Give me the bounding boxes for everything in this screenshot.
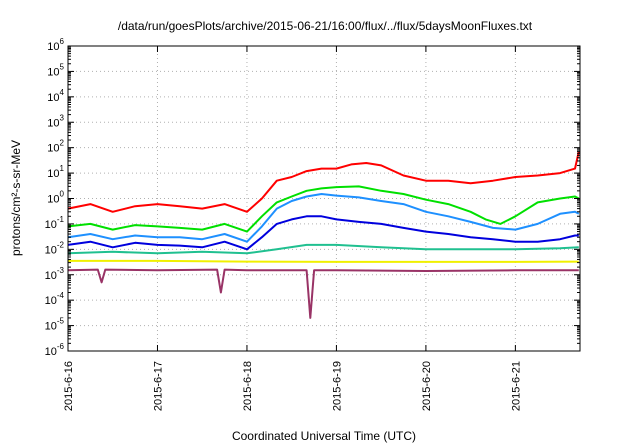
series-group bbox=[67, 151, 580, 319]
chart-title: /data/run/goesPlots/archive/2015-06-21/1… bbox=[118, 19, 533, 33]
y-tick-label: 10-5 bbox=[45, 317, 65, 333]
x-tick-label: 2015-6-19 bbox=[331, 361, 343, 411]
series-line bbox=[67, 243, 579, 255]
x-tick-label: 2015-6-17 bbox=[152, 361, 164, 411]
x-axis-title: Coordinated Universal Time (UTC) bbox=[232, 429, 416, 443]
y-tick-label: 10-4 bbox=[45, 291, 65, 307]
x-tick-label: 2015-6-20 bbox=[421, 361, 433, 411]
y-tick-label: 10-6 bbox=[45, 342, 65, 358]
y-tick-label: 103 bbox=[47, 113, 64, 129]
series-line bbox=[67, 268, 579, 319]
series-line bbox=[68, 259, 579, 263]
x-tick-label: 2015-6-18 bbox=[242, 361, 254, 411]
y-tick-label: 100 bbox=[47, 190, 64, 206]
y-tick-label: 106 bbox=[47, 37, 64, 53]
series-line bbox=[67, 151, 580, 213]
x-tick-labels: 2015-6-16 2015-6-17 2015-6-18 2015-6-19 2015… bbox=[63, 361, 522, 411]
x-tick-label: 2015-6-21 bbox=[510, 361, 522, 411]
y-tick-label: 10-3 bbox=[45, 266, 65, 282]
y-tick-labels: 10-6 10-5 10-4 10-3 10-2 10-1 100 101 102 103 104 1… bbox=[45, 37, 65, 358]
grid bbox=[67, 46, 580, 351]
ticks bbox=[67, 45, 580, 352]
series-line bbox=[67, 215, 579, 251]
y-tick-label: 101 bbox=[47, 164, 64, 180]
y-tick-label: 10-2 bbox=[45, 240, 65, 256]
y-tick-label: 102 bbox=[47, 139, 64, 155]
series-line bbox=[67, 185, 580, 233]
series-line bbox=[67, 193, 580, 243]
y-tick-label: 105 bbox=[47, 62, 64, 78]
x-tick-label: 2015-6-16 bbox=[63, 361, 75, 411]
y-tick-label: 10-1 bbox=[45, 215, 65, 231]
y-tick-label: 104 bbox=[47, 88, 64, 104]
y-axis-title: protons/cm²-s-sr-MeV bbox=[9, 140, 23, 256]
